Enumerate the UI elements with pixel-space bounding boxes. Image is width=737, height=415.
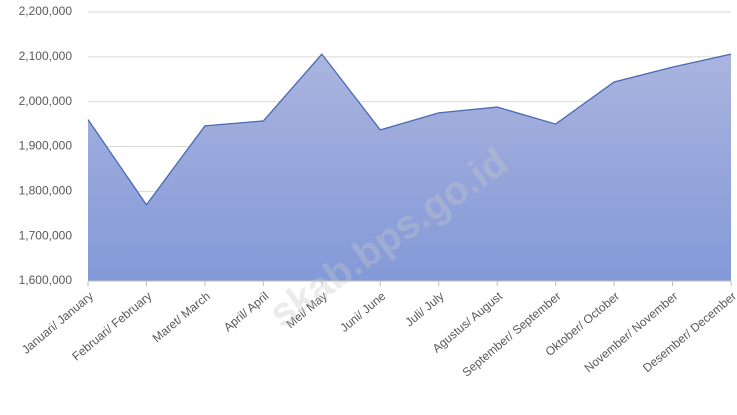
x-tick-label: Juni/ June xyxy=(337,289,388,335)
x-tick-label: Juli/ July xyxy=(402,289,446,329)
y-tick-label: 2,200,000 xyxy=(19,4,73,18)
y-tick-label: 1,600,000 xyxy=(19,273,73,287)
x-tick-label: September/ September xyxy=(460,289,564,379)
area xyxy=(88,54,731,281)
y-tick-label: 2,100,000 xyxy=(19,49,73,63)
y-tick-label: 1,700,000 xyxy=(19,228,73,242)
area-line xyxy=(87,53,732,206)
y-tick-label: 2,000,000 xyxy=(19,94,73,108)
y-tick-label: 1,900,000 xyxy=(19,139,73,153)
x-tick-label: April/ April xyxy=(221,289,271,334)
y-tick-label: 1,800,000 xyxy=(19,184,73,198)
plot xyxy=(87,53,732,281)
x-tick-label: Maret/ March xyxy=(150,289,213,345)
